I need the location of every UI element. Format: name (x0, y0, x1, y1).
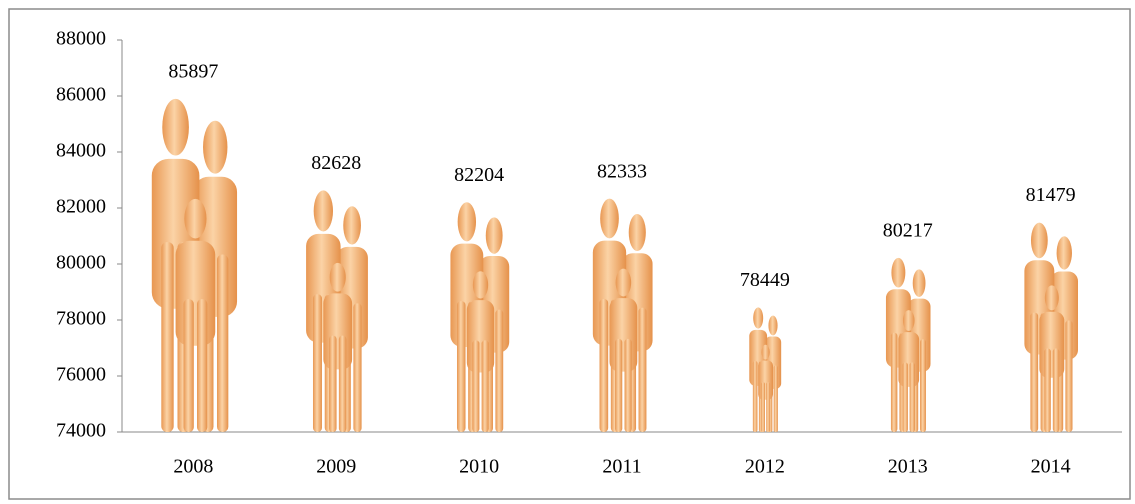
data-label: 82628 (311, 152, 361, 174)
head (458, 202, 476, 241)
head (629, 214, 646, 251)
body (323, 293, 352, 369)
leg (753, 361, 758, 432)
leg (353, 303, 361, 432)
leg (1044, 348, 1050, 432)
head (184, 199, 206, 239)
leg (495, 310, 503, 432)
leg (903, 363, 908, 432)
head (1031, 223, 1048, 259)
leg (1065, 320, 1072, 432)
leg (761, 382, 765, 432)
family-bar (593, 199, 653, 432)
leg (774, 366, 778, 432)
head (768, 316, 777, 336)
head (162, 99, 189, 156)
leg (482, 340, 489, 432)
data-label: 80217 (883, 220, 933, 242)
head (1045, 285, 1059, 310)
data-label: 81479 (1026, 184, 1076, 206)
leg (1053, 348, 1059, 432)
body (1039, 312, 1064, 378)
leg (161, 242, 173, 432)
leg (184, 299, 194, 432)
x-tick-label: 2010 (459, 456, 499, 478)
leg (600, 299, 609, 432)
body (758, 360, 773, 399)
family-bar (886, 258, 931, 432)
y-tick-label: 82000 (56, 196, 106, 218)
head (314, 190, 333, 231)
head (761, 345, 769, 360)
x-tick-label: 2013 (888, 456, 928, 478)
head (473, 271, 488, 298)
head (616, 269, 632, 297)
y-tick-label: 78000 (56, 308, 106, 330)
data-label: 82204 (454, 164, 504, 186)
leg (217, 255, 228, 432)
x-tick-label: 2009 (316, 456, 356, 478)
y-tick-label: 86000 (56, 84, 106, 106)
leg (197, 299, 207, 432)
head (600, 199, 619, 239)
x-tick-label: 2014 (1031, 456, 1071, 478)
leg (313, 294, 322, 432)
data-label: 78449 (740, 269, 790, 291)
leg (910, 363, 915, 432)
x-tick-label: 2008 (173, 456, 213, 478)
head (203, 121, 227, 174)
x-tick-label: 2011 (602, 456, 641, 478)
head (343, 206, 361, 244)
y-tick-label: 88000 (56, 28, 106, 50)
head (903, 310, 915, 331)
family-bar (306, 190, 368, 432)
head (913, 269, 926, 297)
x-tick-label: 2012 (745, 456, 785, 478)
family-bar (152, 99, 237, 432)
head (486, 217, 503, 253)
body (176, 241, 216, 346)
y-tick-label: 76000 (56, 364, 106, 386)
head (753, 307, 763, 328)
y-tick-label: 74000 (56, 420, 106, 442)
y-tick-label: 84000 (56, 140, 106, 162)
family-bar (749, 307, 781, 432)
family-bar (450, 202, 509, 432)
body (898, 332, 919, 387)
head (330, 263, 346, 292)
family-bar (1024, 223, 1078, 432)
leg (472, 340, 479, 432)
chart: 74000 76000 78000 80000 82000 84000 86000 88000… (0, 0, 1135, 504)
leg (339, 336, 346, 432)
leg (457, 301, 466, 432)
leg (329, 336, 336, 432)
data-label: 85897 (168, 60, 218, 82)
leg (624, 339, 631, 432)
leg (920, 339, 926, 432)
y-tick-label: 80000 (56, 252, 106, 274)
leg (1030, 313, 1038, 432)
leg (766, 382, 770, 432)
body (610, 298, 638, 371)
data-label: 82333 (597, 160, 647, 182)
head (1057, 236, 1072, 269)
body (467, 300, 494, 372)
leg (615, 339, 622, 432)
leg (638, 308, 646, 432)
leg (891, 333, 897, 432)
head (891, 258, 905, 288)
